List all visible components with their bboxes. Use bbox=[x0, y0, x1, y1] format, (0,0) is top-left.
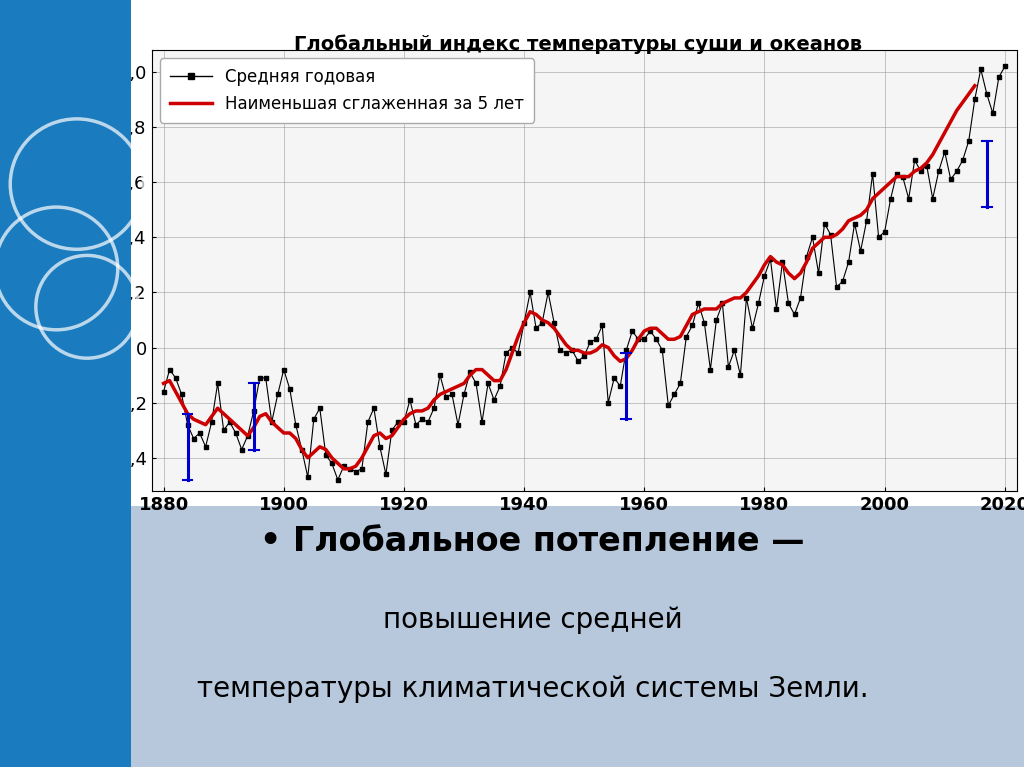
Y-axis label: Отклонение темп-ры от нормы (°С): Отклонение темп-ры от нормы (°С) bbox=[91, 127, 106, 413]
Text: Глобальный индекс температуры суши и океанов: Глобальный индекс температуры суши и оке… bbox=[295, 35, 862, 54]
Text: повышение средней: повышение средней bbox=[383, 606, 682, 634]
Legend: Средняя годовая, Наименьшая сглаженная за 5 лет: Средняя годовая, Наименьшая сглаженная з… bbox=[160, 58, 534, 123]
Text: • Глобальное потепление —: • Глобальное потепление — bbox=[260, 525, 805, 558]
Text: температуры климатической системы Земли.: температуры климатической системы Земли. bbox=[197, 675, 868, 703]
